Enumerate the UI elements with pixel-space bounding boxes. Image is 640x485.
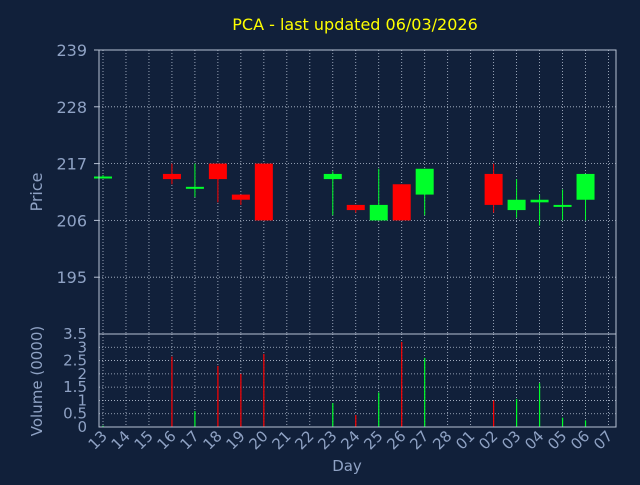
- candle: [484, 163, 503, 213]
- volume-tick-label: 0.5: [63, 405, 87, 423]
- price-tick-label: 206: [56, 211, 87, 230]
- candle: [162, 163, 181, 185]
- price-grid: [99, 49, 616, 334]
- candle: [323, 171, 342, 216]
- price-tick-label: 228: [56, 98, 87, 117]
- volume-grid: [99, 333, 616, 428]
- volume-tick-label: 2: [77, 365, 87, 383]
- candle: [185, 163, 204, 198]
- candle-body: [231, 194, 250, 200]
- price-panel-frame: [98, 49, 617, 335]
- candle-body: [553, 204, 572, 207]
- volume-tick-label: 1.5: [63, 378, 87, 396]
- candle-body: [94, 176, 112, 179]
- price-tick-label: 239: [56, 41, 87, 60]
- volume-y-ticks: 3.532.521.510.50: [63, 325, 87, 436]
- volume-tick-label: 3.5: [63, 325, 87, 343]
- candle: [530, 194, 549, 226]
- candle-body: [208, 163, 227, 180]
- candle: [369, 168, 388, 221]
- volume-tick-label: 1: [77, 391, 87, 409]
- candle: [415, 168, 434, 216]
- candles: [94, 163, 595, 226]
- candle: [208, 163, 227, 203]
- candle-body: [484, 173, 503, 205]
- candle-body: [392, 184, 411, 221]
- volume-axis-label: Volume (0000): [28, 326, 46, 436]
- price-axis-label: Price: [27, 172, 46, 211]
- x-axis-label: Day: [332, 457, 362, 475]
- volume-tick-label: 0: [77, 418, 87, 436]
- candle: [94, 174, 112, 179]
- x-tick-label: 07: [590, 427, 616, 453]
- candle-body: [576, 173, 595, 200]
- candle: [392, 184, 411, 221]
- volume-panel-frame: [98, 333, 617, 428]
- candle: [254, 163, 273, 221]
- volume-bars: [102, 341, 587, 427]
- volume-tick-label: 2.5: [63, 352, 87, 370]
- candle-body: [254, 163, 273, 221]
- candle: [231, 194, 250, 205]
- candle-body: [507, 199, 526, 211]
- candle-body: [323, 173, 342, 180]
- candle-body: [185, 186, 204, 189]
- candle: [507, 179, 526, 218]
- candle-body: [369, 204, 388, 221]
- volume-tick-label: 3: [77, 338, 87, 356]
- candle-body: [415, 168, 434, 195]
- candle-body: [162, 173, 181, 180]
- price-tick-label: 217: [56, 155, 87, 174]
- candle: [576, 173, 595, 221]
- candle-body: [346, 204, 365, 211]
- price-tick-label: 195: [56, 268, 87, 287]
- candle: [346, 204, 365, 213]
- candle-body: [530, 199, 549, 203]
- x-tick-labels: 1314151617181920212223242526272801020304…: [85, 427, 617, 453]
- price-y-ticks: 239 228 217 206 195: [56, 41, 99, 287]
- chart-title: PCA - last updated 06/03/2026: [232, 15, 478, 34]
- candle: [553, 189, 572, 221]
